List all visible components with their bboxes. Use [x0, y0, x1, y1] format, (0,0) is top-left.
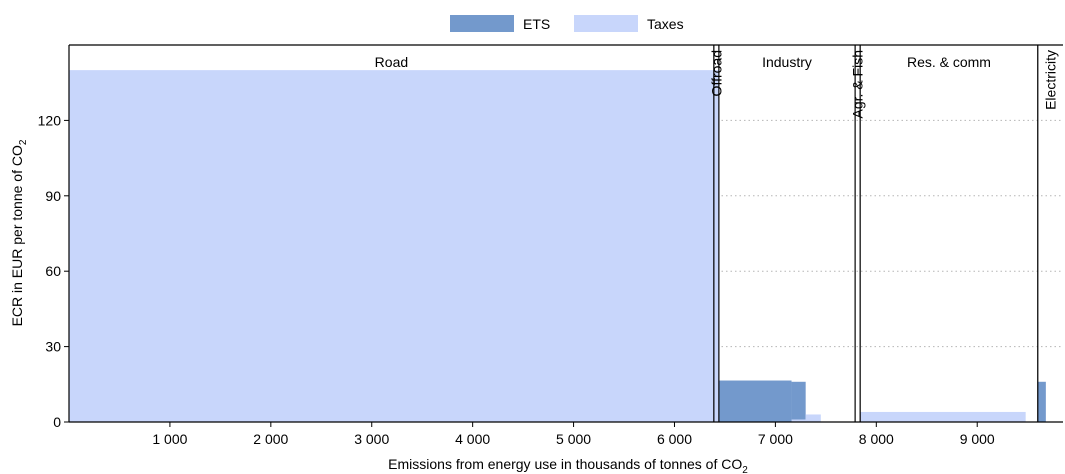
x-axis-ticks: 1 000 2 000 3 000 4 000 5 000 6 000 7 000 8 000…	[152, 422, 995, 447]
sector-label-res-comm: Res. & comm	[907, 54, 991, 70]
x-tick-label: 9 000	[960, 431, 995, 447]
legend-swatch-taxes	[574, 15, 638, 32]
sector-label-road: Road	[375, 54, 408, 70]
x-tick-label: 3 000	[354, 431, 389, 447]
x-tick-label: 4 000	[455, 431, 490, 447]
y-axis-title: ECR in EUR per tonne of CO2	[9, 139, 29, 326]
bar-taxes	[860, 411, 1026, 422]
y-tick-label: 30	[45, 339, 61, 355]
bar-ets	[1037, 381, 1046, 422]
x-axis-title-subscript: 2	[742, 465, 748, 474]
y-tick-label: 120	[38, 112, 62, 128]
x-tick-label: 7 000	[758, 431, 793, 447]
sector-label-offroad: Offroad	[708, 50, 724, 96]
legend: ETS Taxes	[450, 15, 684, 32]
bar-taxes	[713, 70, 719, 422]
bar-ets	[718, 380, 792, 422]
x-tick-label: 5 000	[556, 431, 591, 447]
bars	[69, 70, 1046, 422]
axes	[68, 44, 1063, 423]
x-tick-label: 2 000	[253, 431, 288, 447]
sector-label-electricity: Electricity	[1042, 50, 1058, 110]
sector-dividers: Road Offroad Industry Agr. & Fish Res. & com…	[375, 45, 1058, 422]
x-axis-title: Emissions from energy use in thousands o…	[388, 456, 748, 474]
gridlines	[69, 119, 1063, 348]
legend-label-taxes: Taxes	[647, 16, 684, 32]
y-tick-label: 0	[53, 414, 61, 430]
legend-label-ets: ETS	[523, 16, 550, 32]
y-axis-title-subscript: 2	[18, 139, 29, 145]
sector-label-agr-fish: Agr. & Fish	[850, 50, 866, 118]
y-tick-label: 60	[45, 263, 61, 279]
y-tick-label: 90	[45, 188, 61, 204]
sector-label-industry: Industry	[762, 54, 812, 70]
bar-taxes	[791, 419, 806, 422]
bar-taxes	[69, 70, 714, 422]
legend-swatch-ets	[450, 15, 514, 32]
y-axis-ticks: 0 30 60 90 120	[38, 112, 69, 430]
bar-ets	[791, 381, 806, 422]
bar-taxes	[805, 414, 821, 422]
x-tick-label: 8 000	[859, 431, 894, 447]
x-tick-label: 1 000	[152, 431, 187, 447]
x-tick-label: 6 000	[657, 431, 692, 447]
